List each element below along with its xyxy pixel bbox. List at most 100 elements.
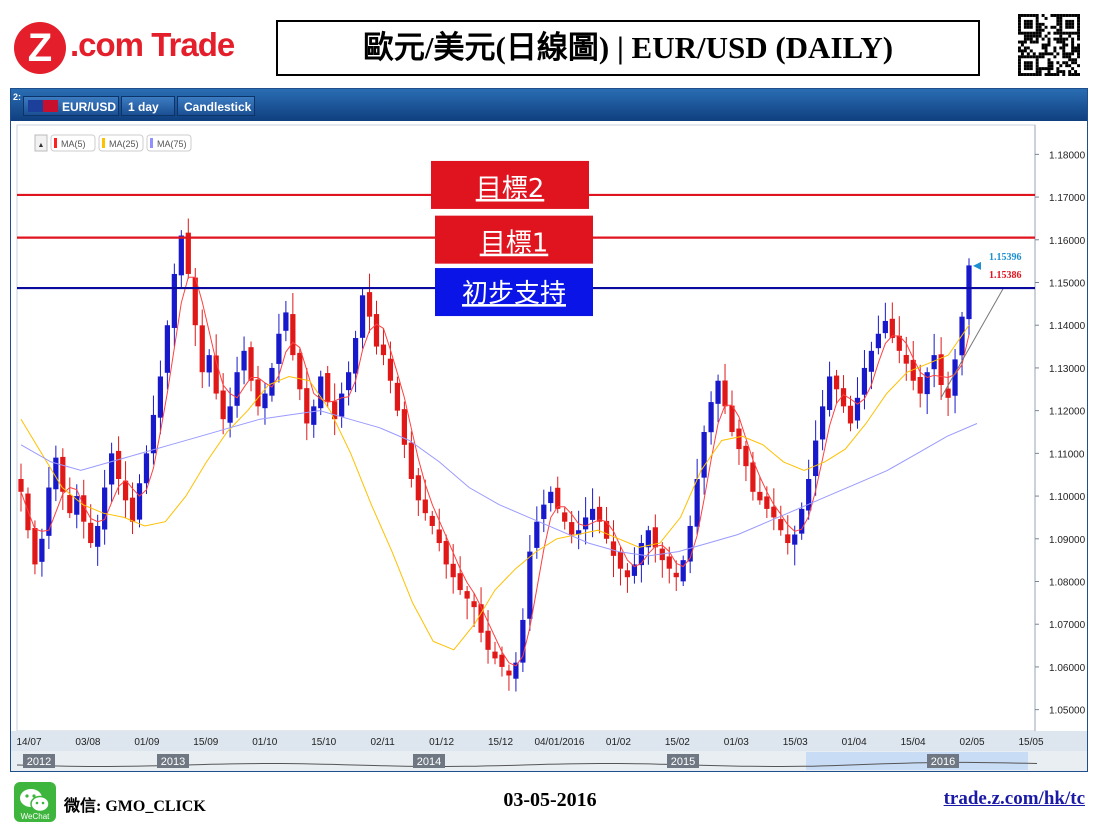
candle-body (262, 393, 268, 409)
candle-body (701, 432, 707, 478)
candle-body (74, 496, 80, 515)
nav-year-badge (23, 754, 55, 768)
candle-body (722, 380, 728, 407)
candle-body (464, 591, 470, 599)
x-tick-label: 01/12 (429, 737, 454, 748)
candle-body (199, 325, 205, 373)
y-tick-label: 1.08000 (1049, 578, 1086, 589)
candle-body (457, 573, 463, 591)
candle-body (924, 372, 930, 395)
candle-body (952, 359, 958, 396)
candle-body (917, 376, 923, 394)
candle-body (833, 375, 840, 390)
candle-body (241, 350, 247, 371)
candle-body (792, 534, 798, 545)
price-tag-ask: 1.15396 (989, 252, 1022, 263)
candle-body (673, 572, 679, 578)
candle-body (527, 551, 533, 619)
candle-body (806, 478, 812, 511)
candle-body (255, 379, 261, 407)
candle-body (882, 320, 888, 334)
level-label: 目標2 (476, 174, 545, 204)
candle-body (248, 347, 254, 381)
candlestick-chart: 1.18000 1.17000 1.16000 1.15000 1.14000 1.130… (11, 124, 1087, 771)
candle-body (534, 521, 540, 548)
candle-body (436, 529, 442, 544)
candle-body (46, 487, 52, 536)
candle-body (81, 495, 87, 522)
candle-body (346, 372, 352, 391)
legend-item (146, 134, 192, 152)
candle-body (596, 506, 603, 522)
legend-item (50, 134, 96, 152)
candle-body (492, 651, 498, 659)
x-tick-label: 01/02 (606, 737, 631, 748)
candle-body (276, 333, 282, 364)
y-tick-label: 1.13000 (1049, 364, 1086, 375)
candle-body (750, 462, 756, 492)
candle-body (18, 478, 24, 492)
candle-body (896, 335, 902, 351)
nav-year-badge (413, 754, 445, 768)
candle-body (39, 538, 45, 562)
candle-body (764, 496, 770, 509)
candle-body (122, 480, 129, 501)
candle-body (813, 440, 819, 477)
candle-body (624, 570, 631, 578)
website-link[interactable]: trade.z.com/hk/tc (943, 788, 1085, 809)
candle-body (150, 414, 157, 454)
candle-body (610, 541, 617, 556)
candle-body (352, 338, 359, 374)
candle-body (234, 372, 240, 406)
x-tick-label: 02/11 (370, 737, 395, 748)
ma75-line (20, 410, 978, 557)
candle-body (366, 292, 373, 317)
candle-body (415, 475, 421, 501)
ma-legend: ▲ MA(5) MA(25) MA(75) (34, 134, 192, 152)
candle-body (401, 409, 407, 445)
chart-type-label: Candlestick (184, 100, 252, 114)
candle-body (847, 405, 854, 424)
interval-button[interactable]: 1 day (121, 96, 175, 116)
candle-body (359, 295, 366, 338)
candle-body (95, 525, 101, 547)
candle-body (213, 355, 219, 394)
candle-body (269, 367, 275, 396)
candles (18, 218, 972, 692)
x-tick-label: 15/05 (1018, 737, 1043, 748)
candle-body (631, 564, 638, 576)
candle-body (708, 402, 714, 433)
candle-body (743, 445, 749, 467)
y-tick-label: 1.17000 (1049, 193, 1086, 204)
y-tick-label: 1.05000 (1049, 706, 1086, 717)
candle-body (938, 354, 944, 386)
candle-body (513, 662, 519, 679)
nav-year-label: 2013 (161, 756, 185, 768)
candle-body (645, 530, 651, 548)
qr-code-icon (1018, 14, 1080, 76)
candle-body (171, 273, 177, 328)
y-tick-label: 1.09000 (1049, 535, 1086, 546)
candle-body (478, 604, 484, 633)
chart-panel: 2: EUR/USD 1 day Candlestick 1.18000 1.17… (10, 88, 1088, 772)
chart-type-button[interactable]: Candlestick (177, 96, 255, 116)
candle-body (387, 358, 394, 381)
candle-body (785, 534, 791, 544)
candle-body (562, 512, 568, 522)
candle-body (875, 333, 881, 349)
legend-item (98, 134, 144, 152)
symbol-button[interactable]: EUR/USD (23, 96, 119, 116)
legend-toggle-icon: ▲ (38, 142, 45, 149)
legend-label: MA(25) (109, 139, 139, 149)
candle-body (227, 406, 233, 423)
candle-body (220, 390, 226, 420)
candle-body (854, 397, 861, 421)
candle-body (861, 367, 868, 395)
candle-body (129, 497, 136, 522)
page-title: 歐元/美元(日線圖) | EUR/USD (DAILY) (276, 20, 980, 76)
candle-body (178, 235, 184, 276)
x-tick-label: 03/08 (75, 737, 100, 748)
ma25-line (20, 324, 970, 651)
legend-toggle (34, 134, 48, 152)
wechat-id: 微信: GMO_CLICK (64, 798, 206, 815)
